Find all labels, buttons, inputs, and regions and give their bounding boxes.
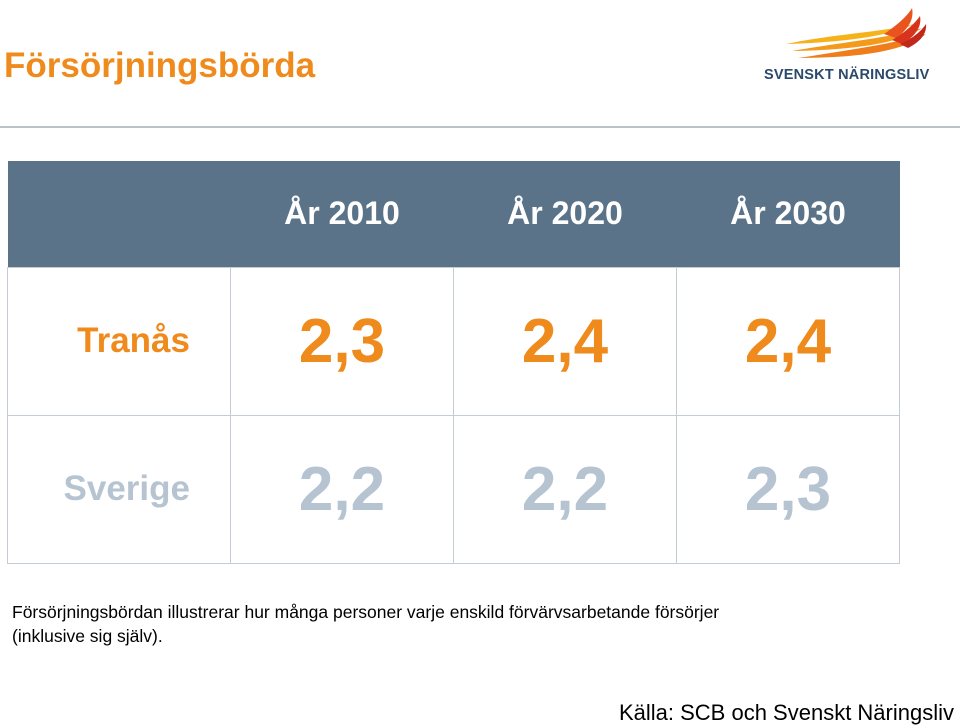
value-cell: 2,4 <box>453 266 677 416</box>
svenskt-naringsliv-logo: SVENSKT NÄRINGSLIV <box>764 4 944 86</box>
column-header: År 2010 <box>284 194 400 231</box>
logo-text: SVENSKT NÄRINGSLIV <box>764 67 930 83</box>
note-line: (inklusive sig själv). <box>12 626 163 646</box>
header-empty-cell <box>8 161 231 267</box>
row-label: Sverige <box>7 414 231 564</box>
divider <box>0 126 960 128</box>
value-cell: 2,3 <box>230 266 454 416</box>
value-cell: 2,2 <box>230 414 454 564</box>
column-header: År 2020 <box>507 194 623 231</box>
value-cell: 2,3 <box>676 414 900 564</box>
wings-icon <box>786 8 927 58</box>
note-line: Försörjningsbördan illustrerar hur många… <box>12 602 720 622</box>
column-header: År 2030 <box>730 194 846 231</box>
source-text: Källa: SCB och Svenskt Näringsliv <box>618 700 954 725</box>
header-row: År 2010 År 2020 År 2030 <box>7 161 900 267</box>
table-row-tranas: Tranås 2,3 2,4 2,4 <box>7 266 900 416</box>
value-cell: 2,4 <box>676 266 900 416</box>
value-cell: 2,2 <box>453 414 677 564</box>
page-title: Försörjningsbörda <box>4 46 316 85</box>
explanation-note: Försörjningsbördan illustrerar hur många… <box>12 600 912 648</box>
table-row-sverige: Sverige 2,2 2,2 2,3 <box>7 414 900 564</box>
row-label: Tranås <box>7 266 231 416</box>
burden-table: År 2010 År 2020 År 2030 Tranås 2,3 2,4 2… <box>7 161 900 564</box>
